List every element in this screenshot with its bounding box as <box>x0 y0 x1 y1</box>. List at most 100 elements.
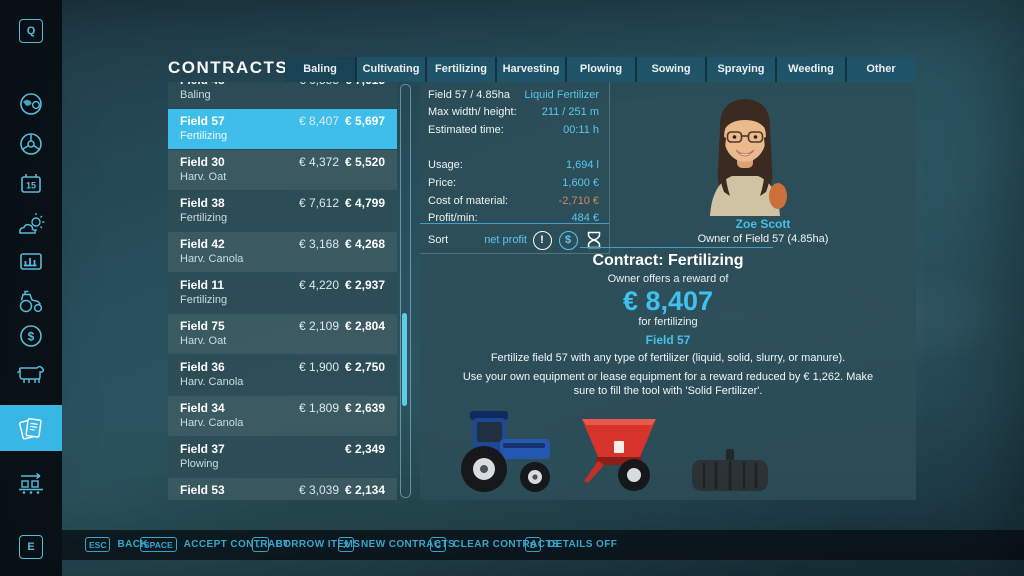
shortcut-clear-contracts[interactable]: C CLEAR CONTRACTS <box>430 537 559 552</box>
row-type: Fertilizing <box>180 130 228 142</box>
tab-harvesting[interactable]: Harvesting <box>495 57 565 82</box>
contract-row[interactable]: Field 36 Harv. Canola € 1,900 € 2,750 <box>168 355 397 395</box>
reward-amount: € 8,407 <box>622 286 714 316</box>
field-size-label: Field 57 / 4.85ha <box>428 89 510 101</box>
tab-weeding[interactable]: Weeding <box>775 57 845 82</box>
shortcut-back[interactable]: ESC BACK <box>85 537 148 552</box>
tab-cultivating[interactable]: Cultivating <box>355 57 425 82</box>
usage-value: 1,694 l <box>565 159 599 171</box>
sort-profit-button[interactable]: $ <box>557 229 579 251</box>
equipment-spreader-image <box>582 419 656 491</box>
contract-row-selected[interactable]: Field 57 Fertilizing € 8,407 € 5,697 <box>168 109 397 149</box>
contracts-icon <box>18 417 42 440</box>
row-type: Harv. Canola <box>180 253 244 265</box>
cow-icon <box>17 365 45 383</box>
sidebar-item-statistics[interactable] <box>0 243 62 281</box>
sidebar-item-calendar[interactable]: 15 <box>0 165 62 203</box>
row-value1: € 4,372 <box>298 155 339 169</box>
esc-keycap: ESC <box>85 537 111 552</box>
sidebar-item-production-chains[interactable] <box>0 463 62 501</box>
svg-text:15: 15 <box>26 181 36 191</box>
equipment-previews <box>420 399 916 494</box>
row-value1: € 8,407 <box>298 114 339 128</box>
estimated-time-value: 00:11 h <box>563 124 599 136</box>
help-key-button[interactable]: Q <box>0 12 62 50</box>
menu-key-button[interactable]: E <box>0 528 62 566</box>
row-value2: € 2,804 <box>344 319 385 333</box>
tab-spraying[interactable]: Spraying <box>705 57 775 82</box>
contract-description-1: Fertilize field 57 with any type of fert… <box>490 352 846 364</box>
material-type: Liquid Fertilizer <box>524 89 599 101</box>
sidebar-item-weather[interactable] <box>0 207 62 245</box>
cost-of-material-label: Cost of material: <box>428 195 509 207</box>
row-type: Harv. Canola <box>180 417 244 429</box>
tab-fertilizing[interactable]: Fertilizing <box>425 57 495 82</box>
sidebar-item-finances[interactable]: $ <box>0 317 62 355</box>
left-arrow-keycap: ← <box>252 537 269 552</box>
q-keycap: Q <box>19 19 43 43</box>
row-type: Baling <box>180 89 211 101</box>
shortcut-label: NEW CONTRACTS <box>361 539 456 550</box>
row-value1: € 3,039 <box>298 483 339 497</box>
contract-row[interactable]: Field 11 Fertilizing € 4,220 € 2,937 <box>168 273 397 313</box>
money-icon: $ <box>558 230 578 250</box>
shortcut-bar: ESC BACK SPACE ACCEPT CONTRACT ← BORROW … <box>62 530 1024 560</box>
contract-list: Field 48 Baling € 6,555 € 7,613 Field 57… <box>168 82 397 500</box>
max-width-height-value: 211 / 251 m <box>541 106 599 118</box>
row-field: Field 34 <box>180 401 225 415</box>
contract-row[interactable]: Field 75 Harv. Oat € 2,109 € 2,804 <box>168 314 397 354</box>
shortcut-accept-contract[interactable]: SPACE ACCEPT CONTRACT <box>140 537 290 552</box>
sidebar-item-contracts[interactable] <box>0 405 62 451</box>
space-keycap: SPACE <box>140 537 177 552</box>
row-value1: € 4,220 <box>298 278 339 292</box>
sidebar-item-map[interactable] <box>0 85 62 123</box>
contract-row[interactable]: Field 30 Harv. Oat € 4,372 € 5,520 <box>168 150 397 190</box>
tab-plowing[interactable]: Plowing <box>565 57 635 82</box>
finances-icon: $ <box>20 325 42 347</box>
divider <box>580 247 773 248</box>
contract-row[interactable]: Field 53 € 3,039 € 2,134 <box>168 478 397 500</box>
tab-sowing[interactable]: Sowing <box>635 57 705 82</box>
contract-row[interactable]: Field 38 Fertilizing € 7,612 € 4,799 <box>168 191 397 231</box>
sidebar-item-animals[interactable] <box>0 355 62 393</box>
e-keycap: E <box>19 535 43 559</box>
statistics-icon <box>20 253 42 270</box>
row-value2: € 2,134 <box>344 483 385 497</box>
row-value1: € 6,555 <box>299 82 339 87</box>
contract-row[interactable]: Field 42 Harv. Canola € 3,168 € 4,268 <box>168 232 397 272</box>
tab-baling[interactable]: Baling <box>285 57 355 82</box>
scrollbar-thumb[interactable] <box>402 313 407 406</box>
contract-description-2: Use your own equipment or lease equipmen… <box>462 371 874 397</box>
alert-icon: ! <box>532 230 552 250</box>
row-type: Fertilizing <box>180 212 228 224</box>
contract-row[interactable]: Field 48 Baling € 6,555 € 7,613 <box>168 82 397 108</box>
row-field: Field 38 <box>180 196 225 210</box>
sort-alert-button[interactable]: ! <box>531 229 553 251</box>
row-value2: € 5,697 <box>344 114 385 128</box>
tab-other[interactable]: Other <box>845 57 915 82</box>
sidebar-item-garage[interactable] <box>0 282 62 320</box>
row-field: Field 42 <box>180 237 225 251</box>
contract-row[interactable]: Field 34 Harv. Canola € 1,809 € 2,639 <box>168 396 397 436</box>
owner-portrait <box>710 99 787 216</box>
profit-per-min-label: Profit/min: <box>428 212 478 224</box>
contract-title: Contract: Fertilizing <box>592 252 744 269</box>
production-chains-icon <box>19 472 43 494</box>
list-scrollbar[interactable] <box>400 84 411 498</box>
contract-field-name: Field 57 <box>645 333 691 347</box>
shortcut-borrow-items[interactable]: ← BORROW ITEMS <box>252 537 360 552</box>
sort-row: Sort net profit ! $ <box>428 228 605 252</box>
divider <box>420 223 609 224</box>
row-field: Field 30 <box>180 155 225 169</box>
shortcut-new-contracts[interactable]: X NEW CONTRACTS <box>338 537 455 552</box>
sidebar-item-vehicle-control[interactable] <box>0 125 62 163</box>
sort-mode-value: net profit <box>484 234 527 246</box>
d-keycap: D <box>525 537 541 552</box>
shortcut-details-off[interactable]: D DETAILS OFF <box>525 537 617 552</box>
row-type: Harv. Oat <box>180 171 227 183</box>
shortcut-label: DETAILS OFF <box>548 539 618 550</box>
row-value2: € 4,799 <box>344 196 385 210</box>
svg-text:$: $ <box>28 330 35 344</box>
contract-row[interactable]: Field 37 Plowing € 2,349 <box>168 437 397 477</box>
